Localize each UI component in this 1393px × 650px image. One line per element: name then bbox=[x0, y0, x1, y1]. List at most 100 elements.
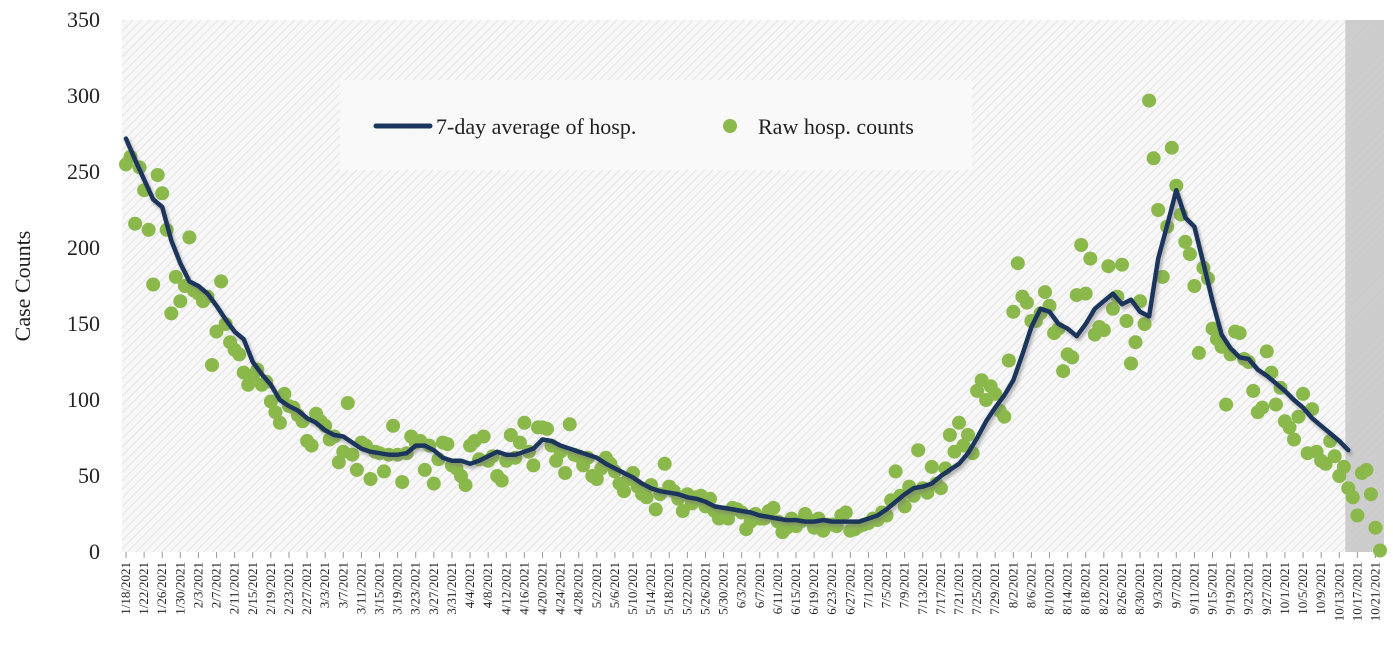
raw-count-point bbox=[1137, 317, 1152, 331]
raw-count-point bbox=[1363, 487, 1378, 502]
y-tick-label: 0 bbox=[89, 539, 100, 564]
raw-count-point bbox=[1182, 247, 1197, 262]
raw-count-point bbox=[1115, 257, 1129, 272]
raw-count-point bbox=[128, 216, 143, 231]
x-tick-label: 8/22/2021 bbox=[1096, 562, 1111, 615]
x-tick-label: 4/24/2021 bbox=[553, 562, 568, 615]
x-tick-label: 9/23/2021 bbox=[1241, 562, 1256, 615]
raw-count-point bbox=[1006, 304, 1021, 319]
raw-count-point bbox=[933, 481, 948, 496]
x-tick-label: 3/19/2021 bbox=[390, 562, 405, 615]
x-tick-label: 7/25/2021 bbox=[969, 562, 984, 615]
raw-count-point bbox=[1368, 520, 1383, 535]
raw-count-point bbox=[512, 435, 527, 450]
raw-count-point bbox=[1336, 459, 1351, 474]
raw-count-point bbox=[1178, 234, 1193, 249]
raw-count-point bbox=[1287, 432, 1301, 447]
raw-count-point bbox=[1019, 295, 1034, 310]
raw-count-point bbox=[146, 277, 161, 292]
x-tick-label: 3/23/2021 bbox=[408, 562, 423, 615]
raw-count-point bbox=[340, 396, 355, 410]
x-tick-label: 5/14/2021 bbox=[643, 562, 658, 615]
raw-count-point bbox=[1187, 279, 1202, 293]
x-tick-label: 5/30/2021 bbox=[716, 562, 731, 615]
raw-count-point bbox=[657, 456, 672, 471]
raw-count-point bbox=[988, 386, 1003, 401]
average-line bbox=[123, 136, 1351, 524]
x-tick-label: 7/21/2021 bbox=[951, 562, 966, 615]
raw-count-point bbox=[1142, 93, 1157, 108]
raw-count-point bbox=[426, 476, 441, 491]
y-tick-label: 200 bbox=[67, 235, 100, 260]
x-tick-label: 5/10/2021 bbox=[625, 562, 640, 615]
raw-count-point bbox=[232, 347, 247, 362]
x-tick-label: 3/31/2021 bbox=[444, 562, 459, 615]
raw-count-point bbox=[1164, 140, 1179, 155]
x-tick-label: 4/28/2021 bbox=[571, 562, 586, 615]
raw-count-point bbox=[1219, 397, 1234, 412]
x-tick-label: 10/13/2021 bbox=[1331, 562, 1346, 621]
x-tick-label: 4/4/2021 bbox=[462, 562, 477, 608]
raw-count-point bbox=[1255, 400, 1270, 415]
x-tick-label: 8/30/2021 bbox=[1132, 562, 1147, 615]
y-tick-label: 150 bbox=[67, 311, 100, 336]
raw-count-point bbox=[1246, 383, 1261, 398]
x-tick-label: 3/11/2021 bbox=[353, 562, 368, 614]
x-tick-label: 6/7/2021 bbox=[752, 562, 767, 608]
raw-count-point bbox=[1096, 323, 1111, 338]
x-tick-label: 4/8/2021 bbox=[480, 562, 495, 608]
raw-count-point bbox=[1291, 409, 1306, 424]
raw-count-point bbox=[1155, 269, 1170, 284]
x-tick-label: 2/15/2021 bbox=[245, 562, 260, 615]
x-tick-label: 1/18/2021 bbox=[118, 562, 133, 615]
raw-count-point bbox=[1359, 462, 1374, 477]
y-axis-title: Case Counts bbox=[10, 231, 35, 342]
x-tick-label: 1/30/2021 bbox=[172, 562, 187, 615]
average-series bbox=[123, 136, 1351, 524]
raw-count-point bbox=[1191, 345, 1206, 360]
raw-count-point bbox=[942, 428, 957, 442]
raw-count-point bbox=[558, 466, 573, 480]
raw-count-point bbox=[1065, 350, 1080, 365]
raw-count-point bbox=[458, 478, 473, 493]
raw-count-point bbox=[897, 499, 912, 514]
raw-count-point bbox=[952, 415, 966, 430]
x-tick-label: 8/2/2021 bbox=[1005, 562, 1020, 608]
x-tick-label: 5/26/2021 bbox=[697, 562, 712, 615]
x-tick-label: 7/1/2021 bbox=[860, 562, 875, 608]
raw-count-point bbox=[1296, 386, 1310, 401]
raw-count-point bbox=[1124, 356, 1138, 371]
y-tick-label: 250 bbox=[67, 159, 100, 184]
raw-count-point bbox=[1105, 301, 1120, 316]
legend-label-raw: Raw hosp. counts bbox=[758, 114, 914, 139]
raw-count-point bbox=[205, 358, 219, 372]
x-tick-label: 7/29/2021 bbox=[987, 562, 1002, 615]
raw-count-point bbox=[377, 464, 391, 479]
x-tick-label: 4/12/2021 bbox=[498, 562, 513, 615]
raw-count-point bbox=[961, 428, 975, 442]
raw-count-point bbox=[1259, 344, 1274, 359]
raw-count-point bbox=[476, 429, 491, 444]
raw-count-point bbox=[997, 409, 1012, 424]
x-tick-label: 7/9/2021 bbox=[897, 562, 912, 608]
y-tick-label: 350 bbox=[67, 7, 100, 32]
x-tick-label: 9/3/2021 bbox=[1150, 562, 1165, 608]
raw-count-point bbox=[440, 437, 455, 452]
raw-count-point bbox=[272, 415, 287, 430]
raw-count-point bbox=[168, 269, 183, 284]
x-tick-label: 3/27/2021 bbox=[426, 562, 441, 615]
x-tick-label: 1/22/2021 bbox=[136, 562, 151, 615]
x-tick-label: 3/15/2021 bbox=[372, 562, 387, 615]
raw-count-point bbox=[1268, 397, 1283, 412]
x-tick-label: 8/10/2021 bbox=[1042, 562, 1057, 615]
raw-count-point bbox=[1074, 238, 1089, 252]
x-tick-label: 6/11/2021 bbox=[770, 562, 785, 614]
raw-count-point bbox=[648, 502, 663, 517]
x-tick-label: 5/18/2021 bbox=[661, 562, 676, 615]
x-tick-label: 6/3/2021 bbox=[734, 562, 749, 608]
raw-count-point bbox=[386, 418, 401, 433]
raw-count-point bbox=[589, 472, 604, 486]
x-tick-label: 7/17/2021 bbox=[933, 562, 948, 615]
raw-count-point bbox=[617, 484, 631, 499]
y-tick-label: 300 bbox=[67, 83, 100, 108]
